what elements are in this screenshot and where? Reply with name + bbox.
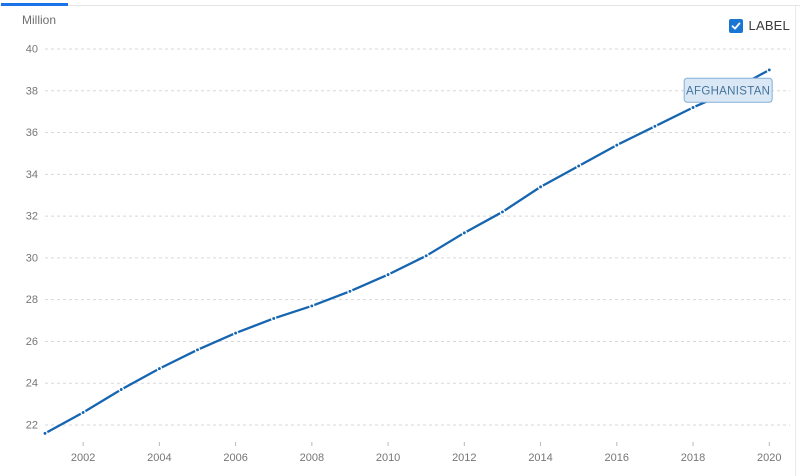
data-point [156, 365, 163, 372]
data-point [232, 330, 239, 336]
active-tab-indicator [1, 3, 68, 6]
y-tick-label: 34 [26, 169, 38, 181]
data-point [80, 409, 86, 416]
data-point [537, 184, 544, 190]
x-tick-label: 2004 [147, 452, 171, 464]
x-tick-label: 2008 [300, 452, 324, 464]
tab-strip-divider [0, 5, 800, 6]
y-tick-label: 26 [26, 336, 38, 348]
y-tick-label: 40 [26, 43, 38, 55]
data-point [385, 271, 391, 278]
y-tick-label: 24 [26, 378, 38, 390]
y-tick-label: 30 [26, 252, 38, 264]
series-label-box [683, 77, 773, 103]
x-tick-label: 2006 [223, 452, 247, 464]
x-tick-label: 2016 [605, 452, 629, 464]
x-tick-label: 2018 [681, 452, 705, 464]
label-checkbox[interactable] [728, 18, 743, 33]
data-point [270, 315, 277, 322]
y-tick-label: 28 [26, 294, 38, 306]
x-tick-label: 2014 [528, 452, 552, 464]
y-tick-label: 36 [26, 127, 38, 139]
x-tick-label: 2002 [71, 452, 95, 464]
x-tick-label: 2010 [376, 452, 400, 464]
y-tick-label: 38 [26, 85, 38, 97]
x-tick-label: 2020 [757, 452, 781, 464]
data-point [614, 142, 620, 148]
label-toggle[interactable]: LABEL [728, 18, 790, 33]
data-point [194, 347, 201, 353]
panel-right-border [795, 6, 796, 476]
data-point [42, 430, 48, 437]
y-tick-label: 22 [26, 420, 38, 432]
data-point [499, 209, 506, 215]
data-point [309, 303, 315, 309]
label-toggle-text: LABEL [748, 18, 790, 33]
data-point [423, 253, 429, 259]
series-label-text: AFGHANISTAN [686, 85, 770, 97]
data-point [690, 104, 696, 111]
checkmark-icon [731, 22, 740, 29]
y-tick-label: 32 [26, 211, 38, 223]
data-point [575, 163, 582, 169]
x-tick-label: 2012 [452, 452, 476, 464]
data-line [43, 68, 771, 435]
data-point [766, 67, 773, 73]
data-point [652, 123, 658, 130]
data-point [347, 288, 353, 295]
data-point [461, 230, 468, 236]
y-axis-title: Million [22, 13, 57, 27]
data-point [118, 386, 124, 393]
